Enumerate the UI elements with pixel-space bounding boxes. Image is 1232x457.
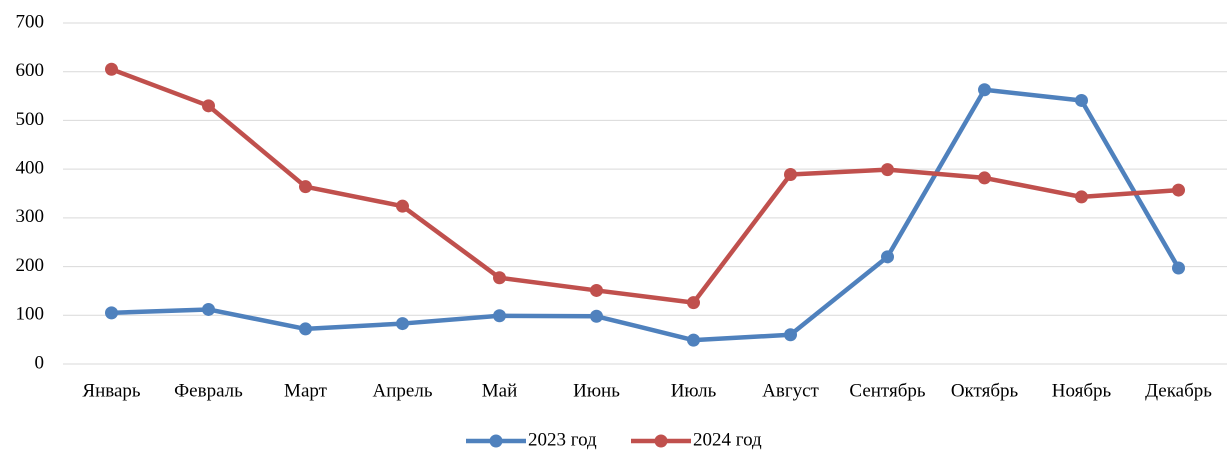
- x-tick-label: Сентябрь: [849, 380, 925, 401]
- y-tick-label: 500: [16, 109, 45, 130]
- legend-label: 2023 год: [528, 429, 597, 450]
- point: [493, 271, 506, 285]
- x-tick-label: Ноябрь: [1052, 380, 1112, 401]
- point: [687, 296, 700, 310]
- point: [299, 180, 312, 194]
- y-tick-label: 200: [16, 255, 45, 276]
- y-tick-label: 100: [16, 304, 45, 325]
- legend-marker: [654, 434, 668, 448]
- point: [1172, 183, 1185, 197]
- x-tick-label: Январь: [82, 380, 140, 401]
- x-tick-label: Апрель: [373, 380, 433, 401]
- point: [202, 99, 215, 113]
- point: [105, 306, 118, 320]
- point: [105, 62, 118, 76]
- y-tick-label: 300: [16, 206, 45, 227]
- x-tick-label: Август: [762, 380, 819, 401]
- x-tick-label: Декабрь: [1145, 380, 1212, 401]
- y-tick-label: 700: [16, 11, 45, 32]
- legend-marker: [489, 434, 503, 448]
- point: [687, 333, 700, 347]
- x-tick-label: Июнь: [573, 380, 620, 401]
- point: [396, 317, 409, 331]
- point: [784, 328, 797, 342]
- point: [881, 250, 894, 264]
- x-tick-label: Май: [482, 380, 518, 401]
- point: [784, 168, 797, 182]
- x-tick-label: Февраль: [174, 380, 243, 401]
- point: [978, 83, 991, 97]
- point: [590, 309, 603, 323]
- y-tick-label: 400: [16, 158, 45, 179]
- series-line: [110, 67, 1179, 305]
- point: [396, 199, 409, 213]
- x-tick-label: Октябрь: [951, 380, 1019, 401]
- point: [590, 283, 603, 297]
- point: [299, 322, 312, 336]
- point: [1075, 190, 1088, 204]
- point: [881, 163, 894, 177]
- point: [493, 309, 506, 323]
- point: [1172, 261, 1185, 275]
- series-line: [111, 87, 1181, 343]
- y-tick-label: 0: [35, 352, 45, 373]
- x-tick-label: Июль: [671, 380, 717, 401]
- point: [1075, 93, 1088, 107]
- point: [978, 171, 991, 185]
- legend-label: 2024 год: [693, 429, 762, 450]
- point: [202, 302, 215, 316]
- x-tick-label: Март: [284, 380, 328, 401]
- y-tick-label: 600: [16, 60, 45, 81]
